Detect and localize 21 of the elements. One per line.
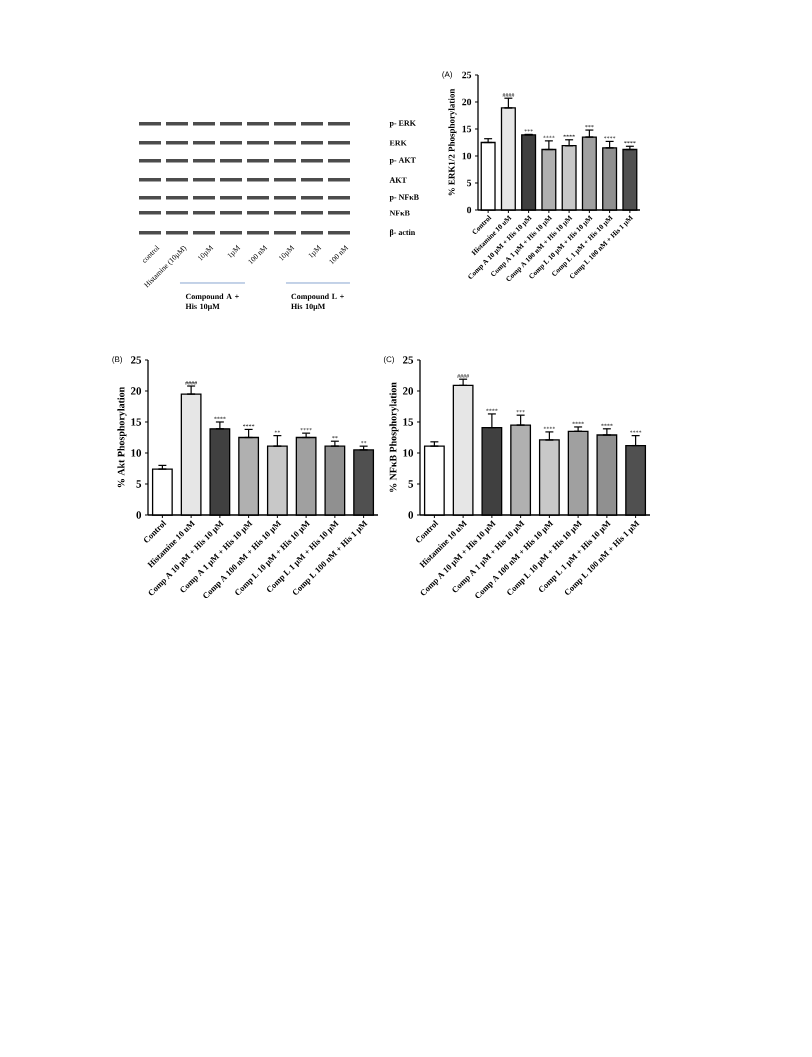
y-tick-label: 15 — [131, 418, 142, 426]
y-tick-label: 5 — [408, 480, 414, 488]
y-tick-label: 0 — [408, 511, 414, 519]
y-axis-title: % ERK1/2 Phosphorylation — [448, 88, 457, 196]
y-tick-label: 25 — [462, 71, 472, 79]
y-tick-label: 10 — [131, 449, 142, 457]
y-tick-label: 25 — [130, 356, 142, 364]
y-tick-label: 5 — [467, 179, 472, 187]
y-axis-title: % NFκB Phosphorylation — [389, 382, 399, 492]
y-tick-label: 20 — [462, 98, 472, 106]
y-tick-label: 0 — [467, 206, 472, 214]
y-tick-label: 5 — [136, 480, 142, 488]
y-tick-label: 10 — [462, 152, 472, 160]
y-tick-label: 15 — [462, 125, 472, 133]
y-tick-label: 10 — [403, 449, 414, 457]
y-tick-label: 20 — [402, 387, 414, 395]
y-tick-label: 0 — [136, 511, 142, 519]
y-tick-label: 15 — [403, 418, 414, 426]
y-axis-title: % Akt Phosphorylation — [117, 387, 127, 488]
y-tick-label: 20 — [130, 387, 142, 395]
y-tick-label: 25 — [402, 356, 414, 364]
